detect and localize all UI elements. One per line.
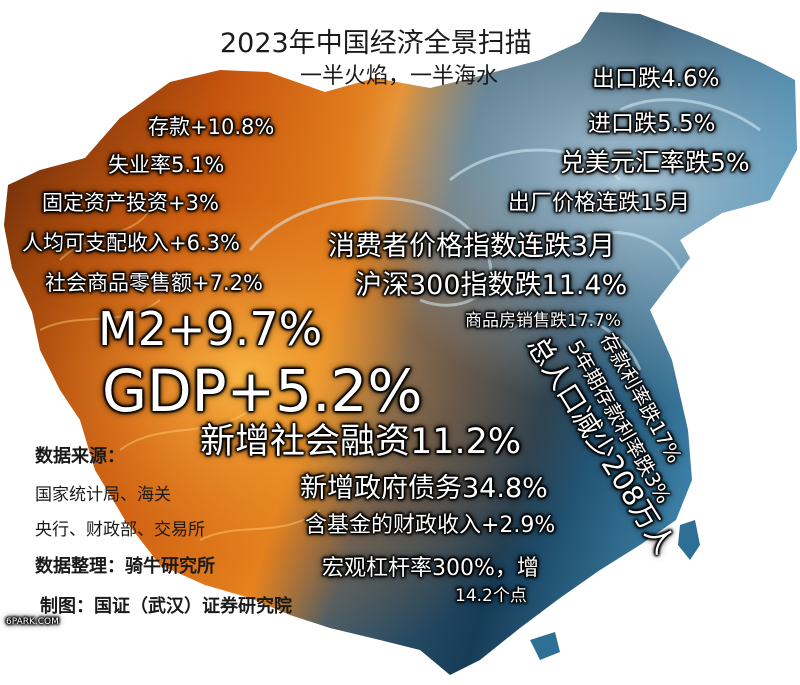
stat-unemployment: 失业率5.1%	[108, 153, 225, 177]
source-line2: 央行、财政部、交易所	[35, 520, 205, 540]
stat-gdp: GDP+5.2%	[102, 357, 423, 425]
stat-fixed-investment: 固定资产投资+3%	[42, 191, 219, 215]
stat-social-financing: 新增社会融资11.2%	[200, 422, 522, 462]
stat-csi300: 沪深300指数跌11.4%	[355, 270, 628, 301]
stat-disposable-income: 人均可支配收入+6.3%	[22, 231, 240, 255]
stat-housing-sales: 商品房销售跌17.7%	[465, 311, 622, 331]
stat-cpi: 消费者价格指数连跌3月	[328, 231, 616, 262]
stat-exchange-rate: 兑美元汇率跌5%	[560, 148, 750, 177]
stat-leverage-line2: 14.2个点	[455, 586, 527, 606]
stat-ppi: 出厂价格连跌15月	[508, 191, 690, 216]
stat-exports: 出口跌4.6%	[592, 66, 720, 92]
stat-retail-sales: 社会商品零售额+7.2%	[45, 271, 263, 295]
water-swirls	[248, 98, 761, 371]
stat-fiscal-revenue: 含基金的财政收入+2.9%	[305, 513, 556, 538]
fire-streaks	[39, 209, 321, 541]
made-by: 制图：国证（武汉）证券研究院	[40, 596, 292, 617]
source-line1: 国家统计局、海关	[35, 485, 171, 505]
page-title: 2023年中国经济全景扫描	[220, 28, 532, 59]
page-subtitle: 一半火焰，一半海水	[300, 64, 499, 89]
stat-leverage-line1: 宏观杠杆率300%，增	[322, 556, 539, 581]
compiled-by: 数据整理：骑牛研究所	[35, 556, 215, 577]
islands	[530, 520, 700, 660]
stat-deposits: 存款+10.8%	[148, 115, 275, 139]
stat-imports: 进口跌5.5%	[588, 111, 716, 137]
stat-m2: M2+9.7%	[98, 302, 323, 356]
source-label: 数据来源：	[35, 446, 125, 467]
watermark: 6PARK.COM	[6, 617, 59, 627]
stat-government-debt: 新增政府债务34.8%	[300, 473, 548, 504]
